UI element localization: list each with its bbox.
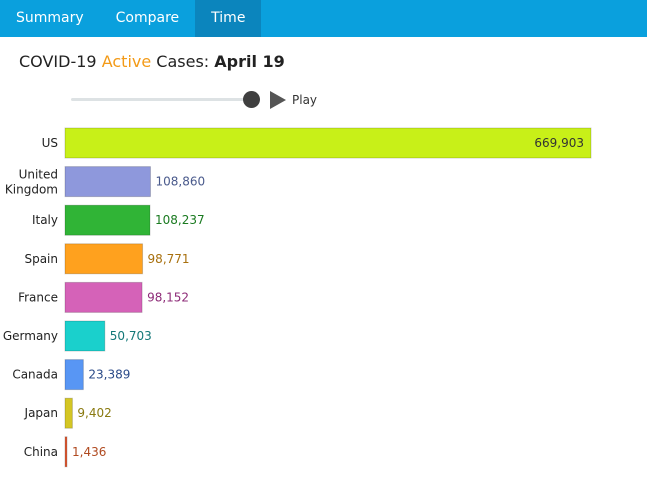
value-label: 1,436 — [72, 445, 106, 459]
chart-headline: COVID-19 Active Cases: April 19 — [19, 52, 285, 71]
value-label: 9,402 — [77, 406, 111, 420]
value-label: 98,771 — [148, 252, 190, 266]
bar — [64, 127, 592, 159]
value-label: 669,903 — [534, 136, 584, 150]
bar-group: Spain 98,771 — [24, 243, 190, 275]
bar — [64, 320, 106, 352]
play-button[interactable]: Play — [270, 90, 317, 110]
bar — [64, 359, 84, 391]
category-label: US — [42, 136, 58, 150]
headline-date: April 19 — [214, 52, 285, 71]
bar — [64, 281, 143, 313]
value-label: 50,703 — [110, 329, 152, 343]
time-slider-track[interactable] — [71, 98, 252, 101]
value-label: 108,237 — [155, 213, 205, 227]
tab-compare[interactable]: Compare — [115, 10, 180, 26]
bar — [64, 166, 151, 198]
bar-group: US 669,903 — [42, 127, 592, 159]
bar — [64, 436, 68, 468]
play-label[interactable]: Play — [292, 93, 318, 107]
bar — [64, 243, 144, 275]
time-slider-thumb[interactable] — [243, 91, 260, 108]
category-label: Italy — [32, 213, 58, 227]
bar-group: Germany 50,703 — [3, 320, 152, 352]
tab-time[interactable]: Time — [195, 0, 262, 37]
category-label: Spain — [24, 252, 58, 266]
tab-summary[interactable]: Summary — [16, 10, 84, 26]
bar-group: China 1,436 — [24, 436, 106, 468]
headline-accent: Active — [101, 52, 152, 71]
bar-group: United Kingdom 108,860 — [5, 166, 205, 198]
category-label: United Kingdom — [5, 168, 58, 197]
category-label: Canada — [12, 368, 58, 382]
bar — [64, 397, 73, 429]
bar — [64, 204, 151, 236]
bar-group: Italy 108,237 — [32, 204, 205, 236]
tab-bar: Summary Compare Time — [0, 0, 647, 37]
value-label: 23,389 — [88, 368, 130, 382]
category-label: China — [24, 445, 58, 459]
category-label: France — [18, 290, 58, 304]
value-label: 108,860 — [155, 175, 205, 189]
bar-group: France 98,152 — [18, 281, 189, 313]
category-label: Germany — [3, 329, 58, 343]
headline-suffix: Cases: — [156, 52, 210, 71]
headline-prefix: COVID-19 — [19, 52, 97, 71]
value-label: 98,152 — [147, 290, 189, 304]
category-label: Japan — [24, 406, 58, 420]
bar-group: Japan 9,402 — [24, 397, 112, 429]
bar-group: Canada 23,389 — [12, 359, 130, 391]
play-icon[interactable] — [270, 91, 286, 109]
